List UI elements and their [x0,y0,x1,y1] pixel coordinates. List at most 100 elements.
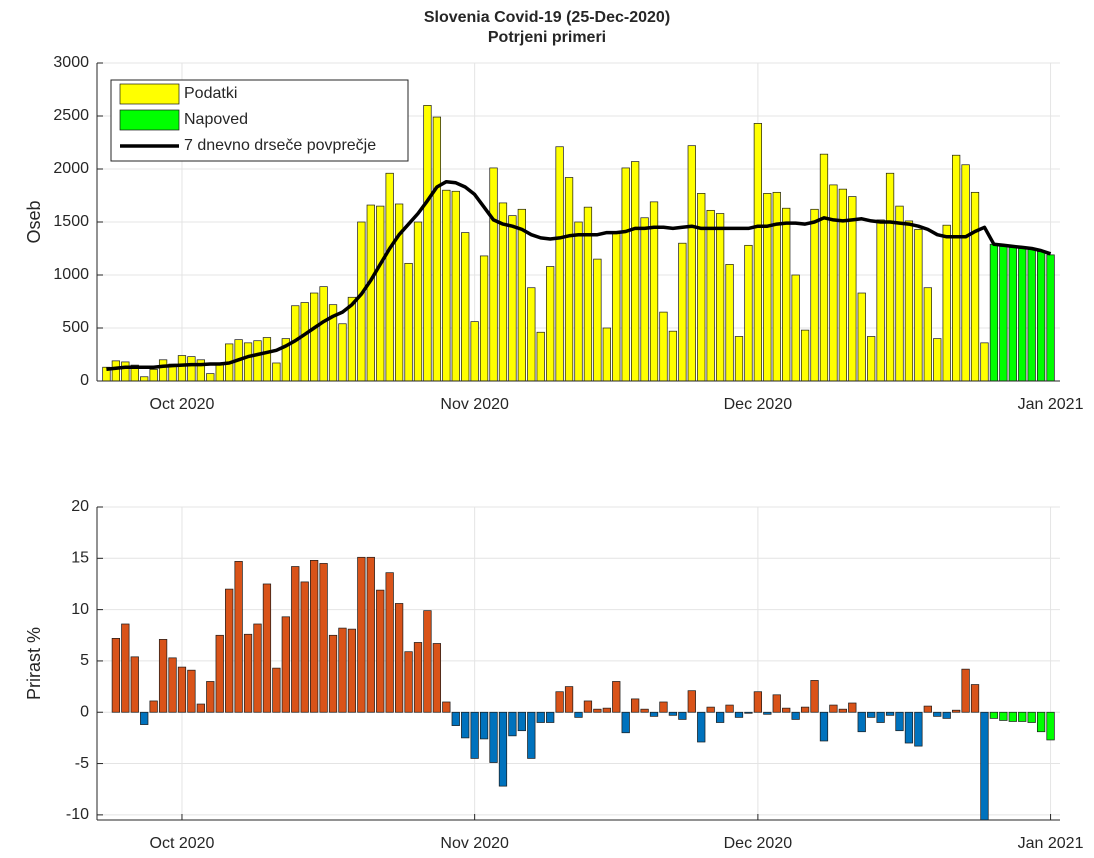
bar [838,188,847,382]
bar [744,711,753,714]
bar [177,355,187,382]
bar [366,204,375,382]
y-tick-label: 0 [80,703,89,720]
bar [536,711,545,723]
bar [404,651,413,713]
bar [1018,248,1027,382]
bar [149,368,158,382]
bar [234,561,243,713]
y-tick-label: 500 [62,319,89,336]
bar [678,242,687,382]
bar [810,208,819,382]
bar [631,161,640,382]
bar [678,711,687,720]
bar [782,207,791,382]
bar [291,566,300,713]
bar [923,705,932,713]
bar [385,172,394,382]
y-tick-label: 15 [71,550,89,567]
bar [989,243,999,382]
bar [451,711,460,726]
bar [272,362,281,382]
bar [177,666,187,713]
bar [904,711,914,744]
bar [621,167,630,382]
bar [838,708,847,713]
x-tick-label: Oct 2020 [150,396,215,413]
bar [215,634,224,713]
bar [819,153,829,382]
bar [1046,711,1055,741]
bar [602,707,611,713]
bar [867,336,876,382]
bar [187,356,196,382]
bar [1036,251,1046,382]
bar [649,711,659,717]
bar [895,711,904,732]
bar [715,213,725,382]
bar [885,172,895,382]
bar [442,189,451,382]
bar [952,709,961,713]
bar [697,193,706,382]
bar [536,331,545,382]
bar [668,711,678,716]
bar [772,694,781,713]
bar [555,146,564,382]
bar [904,220,914,382]
plot: 0 500 1000 1500 2000 2500 3000 Oct 2020 Nov 2020… [24,54,1084,413]
bar [461,232,470,382]
bar [319,286,328,382]
bar [687,145,696,382]
plot: -10 -5 0 5 10 15 20 Oct 2020 Nov 2020 Dec 2020 Jan… [24,498,1084,852]
bar [668,330,678,382]
bar [885,711,895,716]
bar [970,191,980,382]
bar [479,255,489,382]
bar [763,193,772,382]
y-tick-label: 1500 [53,213,89,230]
bar [564,686,574,713]
bar [130,656,139,713]
chart-title: Slovenia Covid-19 (25-Dec-2020) [424,9,670,26]
bar [357,221,366,382]
bar [196,703,205,713]
y-tick-label: 5 [80,652,89,669]
bar [253,340,262,382]
bar [819,711,829,742]
bar [687,690,696,713]
y-tick-label: 2000 [53,160,89,177]
bar [621,711,630,734]
bar [347,296,357,382]
bar [243,633,253,713]
bar [272,667,281,713]
bar [734,336,744,382]
bar [508,215,517,382]
legend-label: 7 dnevno drseče povprečje [184,137,376,154]
bar [121,623,130,713]
bar [810,680,819,713]
legend-label: Napoved [184,111,248,128]
bar [376,589,385,713]
bar [640,708,649,713]
bar [1008,247,1017,382]
bar [243,342,253,382]
bar [961,668,970,713]
y-tick-label: 0 [80,372,89,389]
bar [310,292,319,382]
bar [423,610,432,713]
bar [1008,711,1017,722]
bar [980,711,989,821]
bar [555,691,564,713]
bar [498,202,508,382]
y-tick-label: 1000 [53,266,89,283]
bar [546,711,555,723]
bar [385,572,394,713]
bar [328,634,338,713]
bar [782,707,791,713]
bar [366,556,375,713]
bar [640,217,649,382]
chart-subtitle: Potrjeni primeri [488,29,606,46]
bar [848,196,857,382]
